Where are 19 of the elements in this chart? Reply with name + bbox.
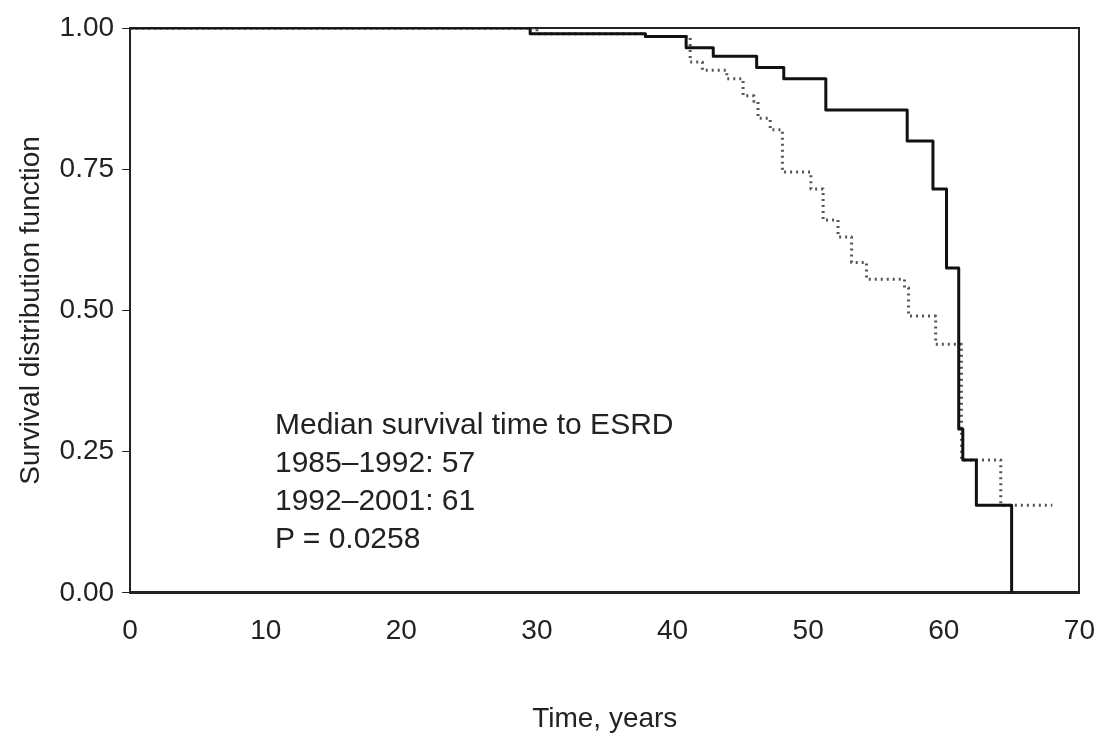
annotation: Median survival time to ESRD bbox=[275, 406, 674, 442]
x-tick-label: 20 bbox=[385, 614, 417, 646]
x-tick-label: 70 bbox=[1063, 614, 1096, 646]
annotation: 1992–2001: 61 bbox=[275, 482, 477, 518]
x-axis-title: Time, years bbox=[532, 701, 678, 733]
x-tick-label: 50 bbox=[792, 614, 824, 646]
x-tick-label: 40 bbox=[656, 614, 689, 646]
y-axis-title: Survival distribution function bbox=[13, 136, 45, 485]
x-tick-label: 60 bbox=[928, 614, 960, 646]
annotation: P = 0.0258 bbox=[275, 520, 422, 556]
x-tick-label: 10 bbox=[250, 614, 282, 646]
x-tick-label: 0 bbox=[122, 614, 138, 646]
x-tick-label: 30 bbox=[521, 614, 553, 646]
y-tick-label: 0.00 bbox=[59, 575, 115, 607]
y-tick-label: 1.00 bbox=[59, 10, 115, 42]
y-tick-label: 0.50 bbox=[59, 293, 115, 325]
y-tick-label: 0.25 bbox=[59, 434, 115, 466]
annotation: 1985–1992: 57 bbox=[275, 444, 477, 480]
y-tick-label: 0.75 bbox=[59, 151, 115, 183]
